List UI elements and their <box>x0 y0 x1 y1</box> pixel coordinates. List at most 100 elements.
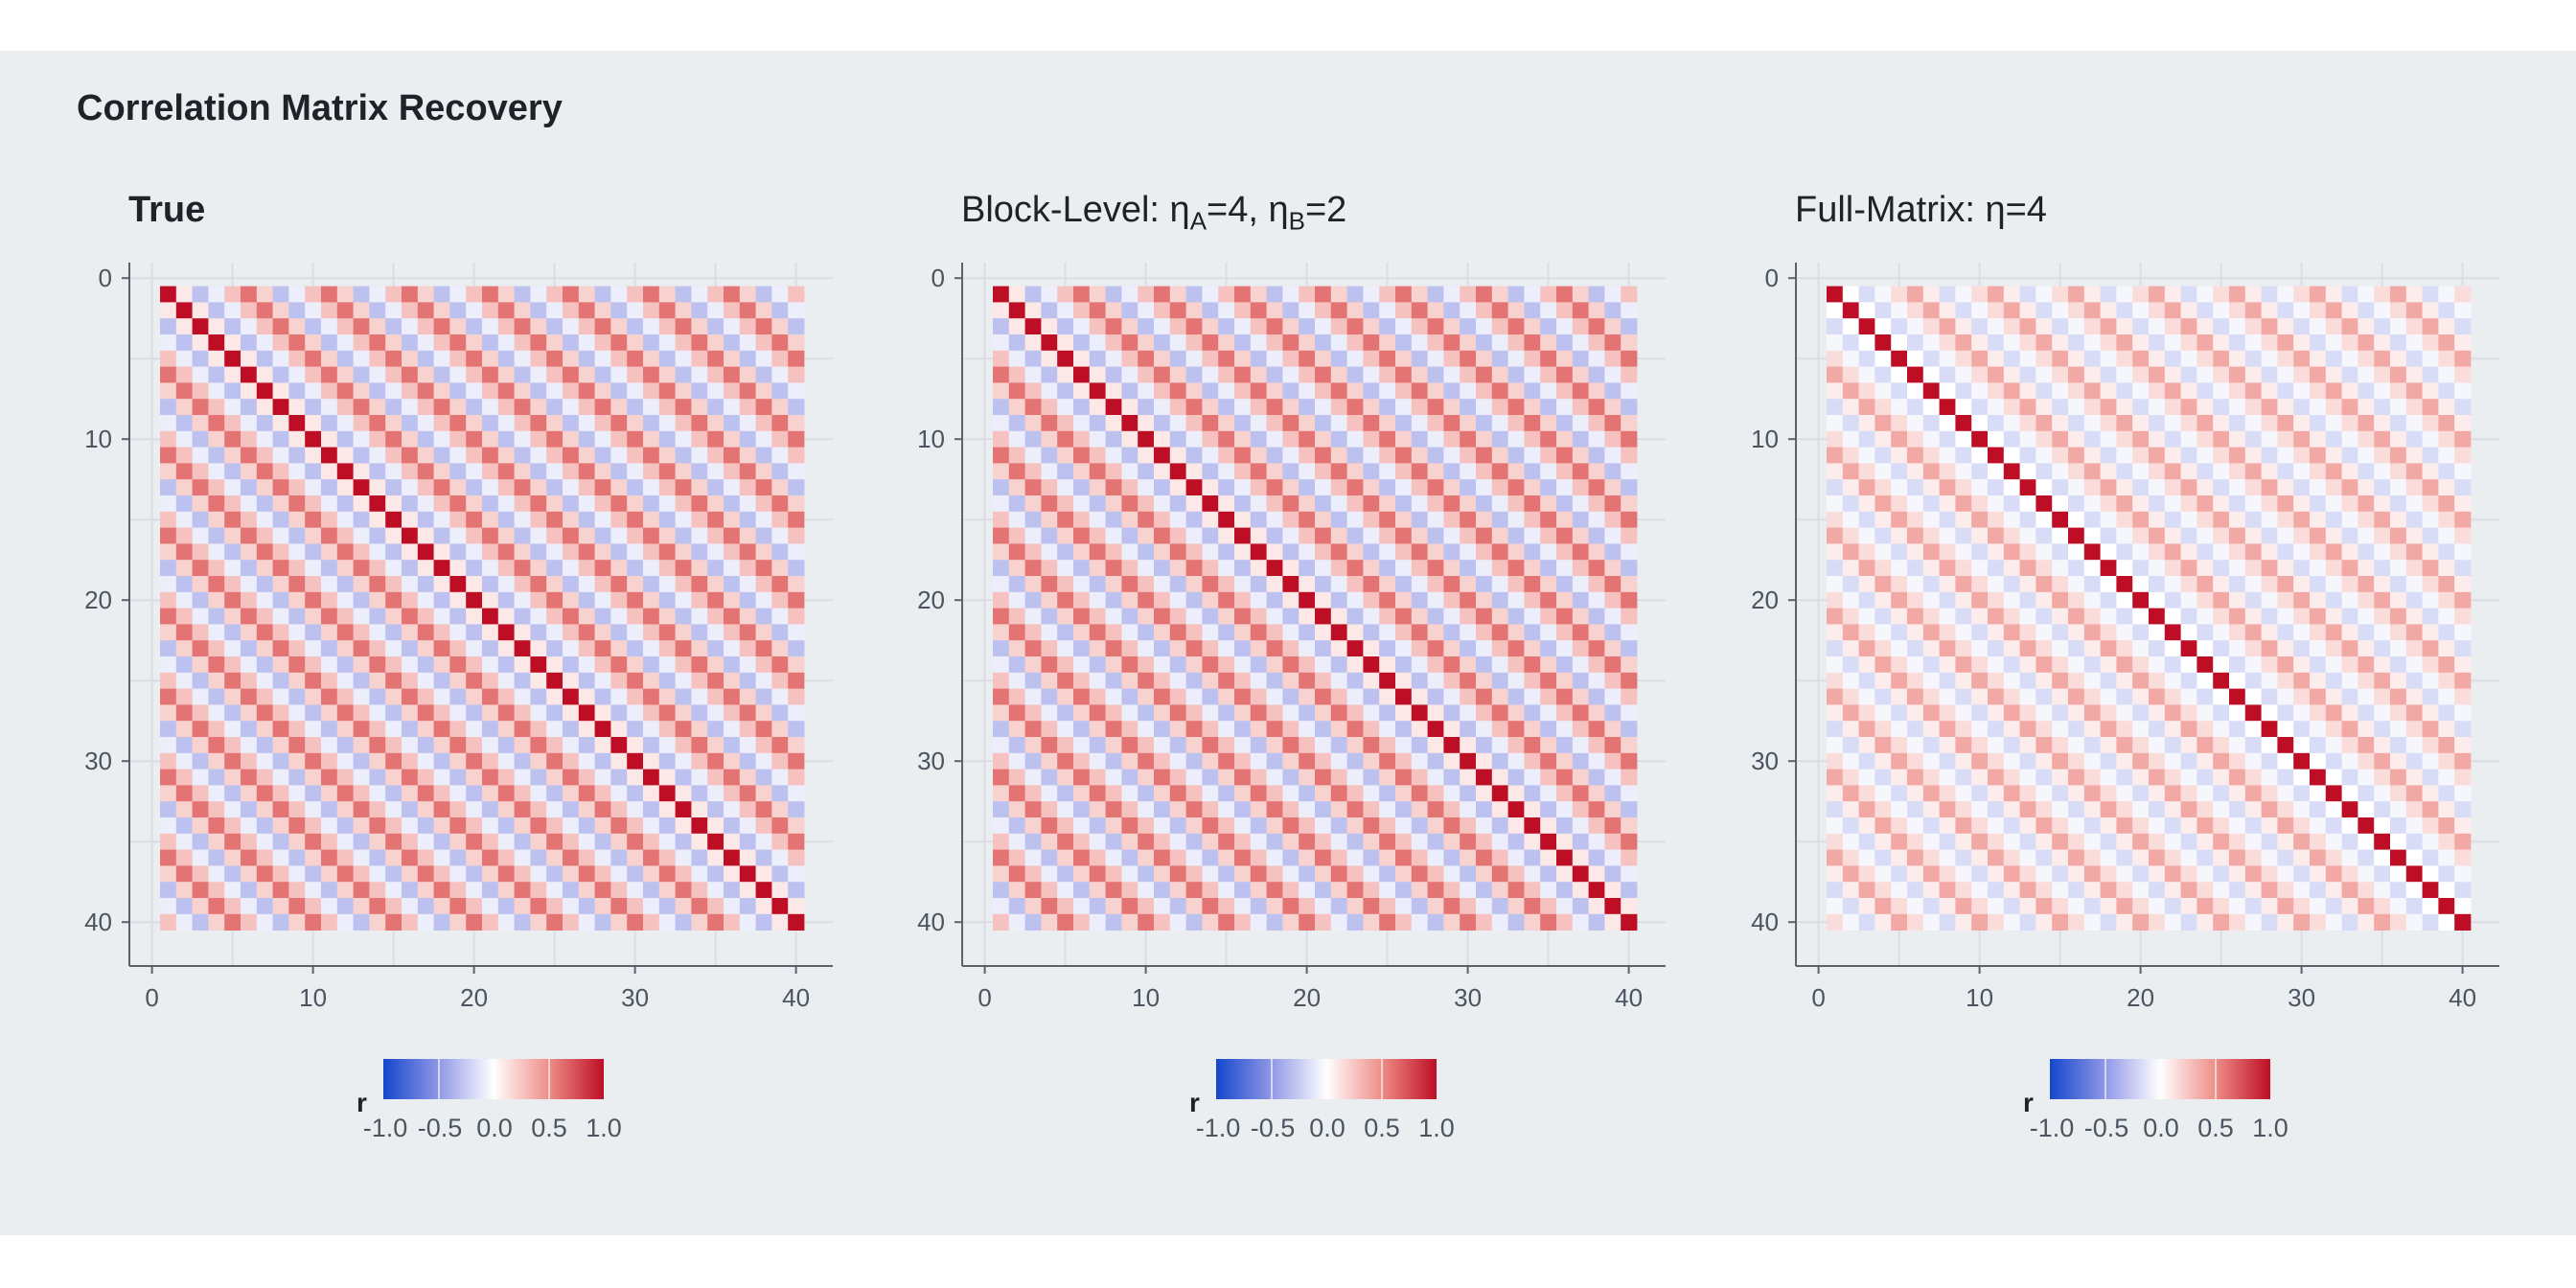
heatmap-cell <box>1858 704 1875 722</box>
heatmap-cell <box>1315 882 1332 899</box>
heatmap-cell <box>433 286 450 303</box>
heatmap-cell <box>1057 430 1074 448</box>
heatmap-cell <box>707 479 724 496</box>
heatmap-cell <box>449 495 467 513</box>
heatmap-cell <box>2180 463 2197 480</box>
heatmap-cell <box>1939 479 1956 496</box>
heatmap-cell <box>530 399 547 416</box>
heatmap-cell <box>2261 302 2278 319</box>
heatmap-cell <box>192 898 209 915</box>
heatmap-cell <box>1572 527 1589 544</box>
heatmap-cell <box>1138 399 1155 416</box>
heatmap-cell <box>385 624 402 641</box>
heatmap-cell <box>594 430 611 448</box>
heatmap-cell <box>514 399 531 416</box>
figure-title: Correlation Matrix Recovery <box>77 88 563 128</box>
heatmap-cell <box>2116 882 2133 899</box>
heatmap-cell <box>305 608 322 625</box>
heatmap-cell <box>336 898 354 915</box>
heatmap-cell <box>2213 560 2230 577</box>
heatmap-cell <box>2019 399 2036 416</box>
heatmap-cell <box>1858 527 1875 544</box>
heatmap-cell <box>739 752 756 770</box>
heatmap-cell <box>1572 801 1589 818</box>
heatmap-cell <box>546 591 564 609</box>
heatmap-cell <box>1874 737 1892 754</box>
heatmap-cell <box>1282 672 1300 689</box>
heatmap-cell <box>1556 769 1574 786</box>
heatmap-cell <box>2213 704 2230 722</box>
heatmap-cell <box>1089 737 1106 754</box>
heatmap-cell <box>2438 527 2455 544</box>
heatmap-cell <box>1891 608 1908 625</box>
heatmap-cell <box>2277 447 2294 464</box>
heatmap-cell <box>1827 591 1844 609</box>
heatmap-cell <box>321 882 338 899</box>
heatmap-cell <box>1556 479 1574 496</box>
heatmap-cell <box>1282 721 1300 738</box>
heatmap-cell <box>160 721 177 738</box>
heatmap-cell <box>2100 399 2117 416</box>
heatmap-cell <box>675 898 692 915</box>
heatmap-cell <box>1282 752 1300 770</box>
heatmap-cell <box>2325 608 2342 625</box>
heatmap-cell <box>2422 334 2439 352</box>
heatmap-cell <box>1411 849 1428 866</box>
heatmap-cell <box>2068 672 2085 689</box>
heatmap-cell <box>1218 721 1235 738</box>
heatmap-cell <box>305 833 322 850</box>
heatmap-cell <box>1491 752 1508 770</box>
heatmap-cell <box>2277 898 2294 915</box>
heatmap-cell <box>1363 769 1380 786</box>
heatmap-cell <box>724 656 741 674</box>
heatmap-cell <box>1556 608 1574 625</box>
heatmap-cell <box>2116 624 2133 641</box>
heatmap-cell <box>497 591 515 609</box>
heatmap-cell <box>2244 752 2262 770</box>
heatmap-cell <box>288 913 306 931</box>
heatmap-cell <box>1379 511 1396 528</box>
heatmap-cell <box>1121 608 1138 625</box>
heatmap-cell <box>1842 591 1859 609</box>
heatmap-cell <box>594 737 611 754</box>
heatmap-cell <box>1330 769 1347 786</box>
heatmap-cell <box>2003 576 2020 593</box>
heatmap-cell <box>208 366 225 383</box>
heatmap-cell <box>1024 543 1042 561</box>
heatmap-cell <box>1346 752 1364 770</box>
heatmap-cell <box>707 704 724 722</box>
heatmap-cell <box>288 366 306 383</box>
heatmap-cell <box>2374 640 2391 657</box>
heatmap-cell <box>1218 704 1235 722</box>
heatmap-cell <box>1891 318 1908 335</box>
heatmap-cell <box>771 656 789 674</box>
heatmap-cell <box>336 543 354 561</box>
heatmap-cell <box>192 286 209 303</box>
heatmap-cell <box>788 882 805 899</box>
heatmap-cell <box>1476 769 1493 786</box>
heatmap-cell <box>1476 399 1493 416</box>
heatmap-cell <box>385 511 402 528</box>
heatmap-cell <box>1024 430 1042 448</box>
heatmap-cell <box>160 769 177 786</box>
heatmap-cell <box>2068 688 2085 705</box>
heatmap-cell <box>2068 399 2085 416</box>
heatmap-cell <box>1621 415 1638 432</box>
heatmap-cell <box>1105 833 1122 850</box>
heatmap-cell <box>336 624 354 641</box>
heatmap-cell <box>546 576 564 593</box>
heatmap-cell <box>1169 898 1186 915</box>
heatmap-cell <box>1218 801 1235 818</box>
heatmap-cell <box>1443 318 1460 335</box>
heatmap-cell <box>771 286 789 303</box>
heatmap-cell <box>497 882 515 899</box>
heatmap-cell <box>2341 543 2358 561</box>
heatmap-cell <box>1874 721 1892 738</box>
heatmap-cell <box>1874 640 1892 657</box>
heatmap-cell <box>1363 463 1380 480</box>
heatmap-cell <box>321 737 338 754</box>
heatmap-cell <box>1476 286 1493 303</box>
heatmap-cell <box>241 898 258 915</box>
heatmap-cell <box>530 721 547 738</box>
heatmap-cell <box>2244 624 2262 641</box>
